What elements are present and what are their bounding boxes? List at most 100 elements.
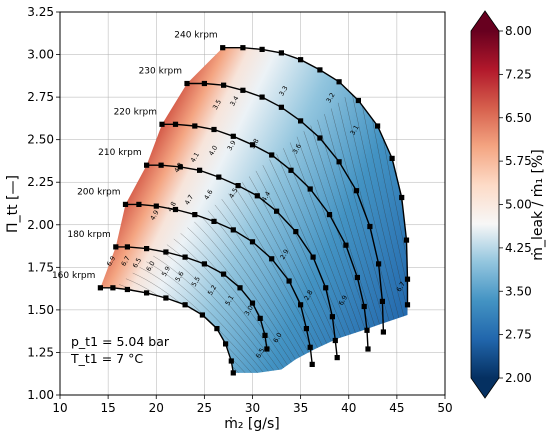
operating-point-marker xyxy=(317,67,323,73)
inlet-temperature-annotation: T_t1 = 7 °C xyxy=(70,351,143,366)
operating-point-marker xyxy=(177,164,183,170)
operating-point-marker xyxy=(144,246,150,252)
operating-point-marker xyxy=(172,206,179,213)
operating-point-marker xyxy=(317,135,323,141)
operating-point-marker xyxy=(404,276,411,282)
operating-point-marker xyxy=(326,212,333,218)
operating-point-marker xyxy=(230,370,236,376)
isoline xyxy=(173,238,286,370)
x-axis-ticks: 10 15 20 25 30 35 40 45 50 xyxy=(52,395,453,415)
colorbar: 2.00 2.75 3.50 4.25 5.00 5.75 6.50 7.25 8.00 ṁ_l… xyxy=(470,10,546,399)
operating-point-marker xyxy=(163,249,169,255)
operating-point-marker xyxy=(221,271,227,277)
operating-point-marker xyxy=(329,314,335,320)
isoline xyxy=(289,142,366,345)
operating-point-marker xyxy=(274,208,280,214)
y-tick-label: 1.75 xyxy=(27,260,54,274)
operating-point-marker xyxy=(399,194,405,201)
speed-line-label: 200 krpm xyxy=(77,187,120,197)
operating-point-marker xyxy=(144,290,150,296)
speed-line xyxy=(222,47,409,305)
y-tick-label: 3.25 xyxy=(27,5,54,19)
operating-point-marker xyxy=(211,126,217,133)
x-tick-label: 45 xyxy=(389,401,404,415)
operating-point-marker xyxy=(240,45,246,51)
operating-point-marker xyxy=(124,286,130,293)
operating-point-marker xyxy=(124,244,130,250)
isoline xyxy=(262,165,347,351)
isoline xyxy=(351,91,408,331)
operating-point-marker xyxy=(286,278,292,284)
operating-point-marker xyxy=(216,174,222,180)
colorbar-tick-label: 2.75 xyxy=(505,328,532,342)
operating-point-marker xyxy=(307,344,313,350)
x-axis-label: ṁ₂ [g/s] xyxy=(224,416,280,432)
isoline xyxy=(146,261,267,373)
operating-point-marker xyxy=(293,229,299,235)
operating-point-marker xyxy=(343,242,349,248)
operating-point-marker xyxy=(309,361,315,367)
y-tick-label: 3.00 xyxy=(27,48,54,62)
isoline xyxy=(160,250,276,373)
isoline xyxy=(276,153,356,348)
speed-line xyxy=(125,203,313,365)
colorbar-gradient xyxy=(471,31,499,378)
operating-point-marker xyxy=(158,162,164,168)
speed-lines: 160 krpm 180 krpm 200 krpm 210 krpm 220 krpm… xyxy=(52,31,411,376)
operating-point-marker xyxy=(259,46,265,52)
operating-point-marker xyxy=(211,218,217,224)
operating-point-marker xyxy=(336,79,342,85)
operating-point-marker xyxy=(159,121,165,127)
operating-point-marker xyxy=(375,123,381,129)
operating-point-marker xyxy=(310,254,316,260)
operating-point-marker xyxy=(201,80,207,87)
colorbar-tick-label: 6.50 xyxy=(505,111,532,125)
speed-line-label: 160 krpm xyxy=(52,271,95,281)
operating-point-marker xyxy=(172,121,179,127)
y-tick-label: 2.00 xyxy=(27,218,54,232)
speed-line xyxy=(115,246,268,350)
operating-point-marker xyxy=(354,274,360,281)
isoline xyxy=(296,136,370,343)
speed-line-label: 180 krpm xyxy=(67,230,110,240)
isoline xyxy=(214,204,314,361)
x-tick-label: 30 xyxy=(245,401,260,415)
speed-line-label: 210 krpm xyxy=(98,148,141,158)
operating-point-marker xyxy=(257,315,263,321)
operating-point-marker xyxy=(307,186,313,192)
colorbar-tick-label: 7.25 xyxy=(505,67,532,81)
operating-point-marker xyxy=(269,152,275,158)
colorbar-tick-label: 5.00 xyxy=(505,198,532,212)
operating-point-marker xyxy=(278,50,284,56)
y-tick-label: 1.50 xyxy=(27,303,54,317)
x-tick-label: 50 xyxy=(437,401,452,415)
operating-point-marker xyxy=(298,302,304,308)
operating-point-marker xyxy=(199,312,205,318)
isoline xyxy=(201,216,304,364)
operating-point-marker xyxy=(264,346,270,352)
isoline xyxy=(344,97,403,333)
operating-point-marker xyxy=(230,227,236,233)
speed-line xyxy=(187,82,385,333)
colorbar-tick-label: 5.75 xyxy=(505,154,532,168)
operating-point-marker xyxy=(97,285,103,291)
operating-point-marker xyxy=(361,303,367,310)
speed-line-label: 240 krpm xyxy=(174,31,217,41)
operating-point-marker xyxy=(355,97,361,104)
operating-point-marker xyxy=(298,118,304,124)
operating-point-marker xyxy=(192,123,198,129)
operating-point-marker xyxy=(278,104,284,110)
isoline xyxy=(255,170,342,352)
isoline xyxy=(221,199,319,360)
operating-point-marker xyxy=(269,256,275,262)
speed-line-label: 230 krpm xyxy=(139,67,182,77)
operating-point-marker xyxy=(184,80,190,87)
isoline xyxy=(248,176,337,354)
operating-point-marker xyxy=(323,285,329,291)
colorbar-min-arrow xyxy=(471,378,499,398)
operating-point-marker xyxy=(288,167,294,173)
isoline xyxy=(180,233,290,369)
y-tick-label: 2.75 xyxy=(27,90,54,104)
colorbar-tick-label: 8.00 xyxy=(505,24,532,38)
